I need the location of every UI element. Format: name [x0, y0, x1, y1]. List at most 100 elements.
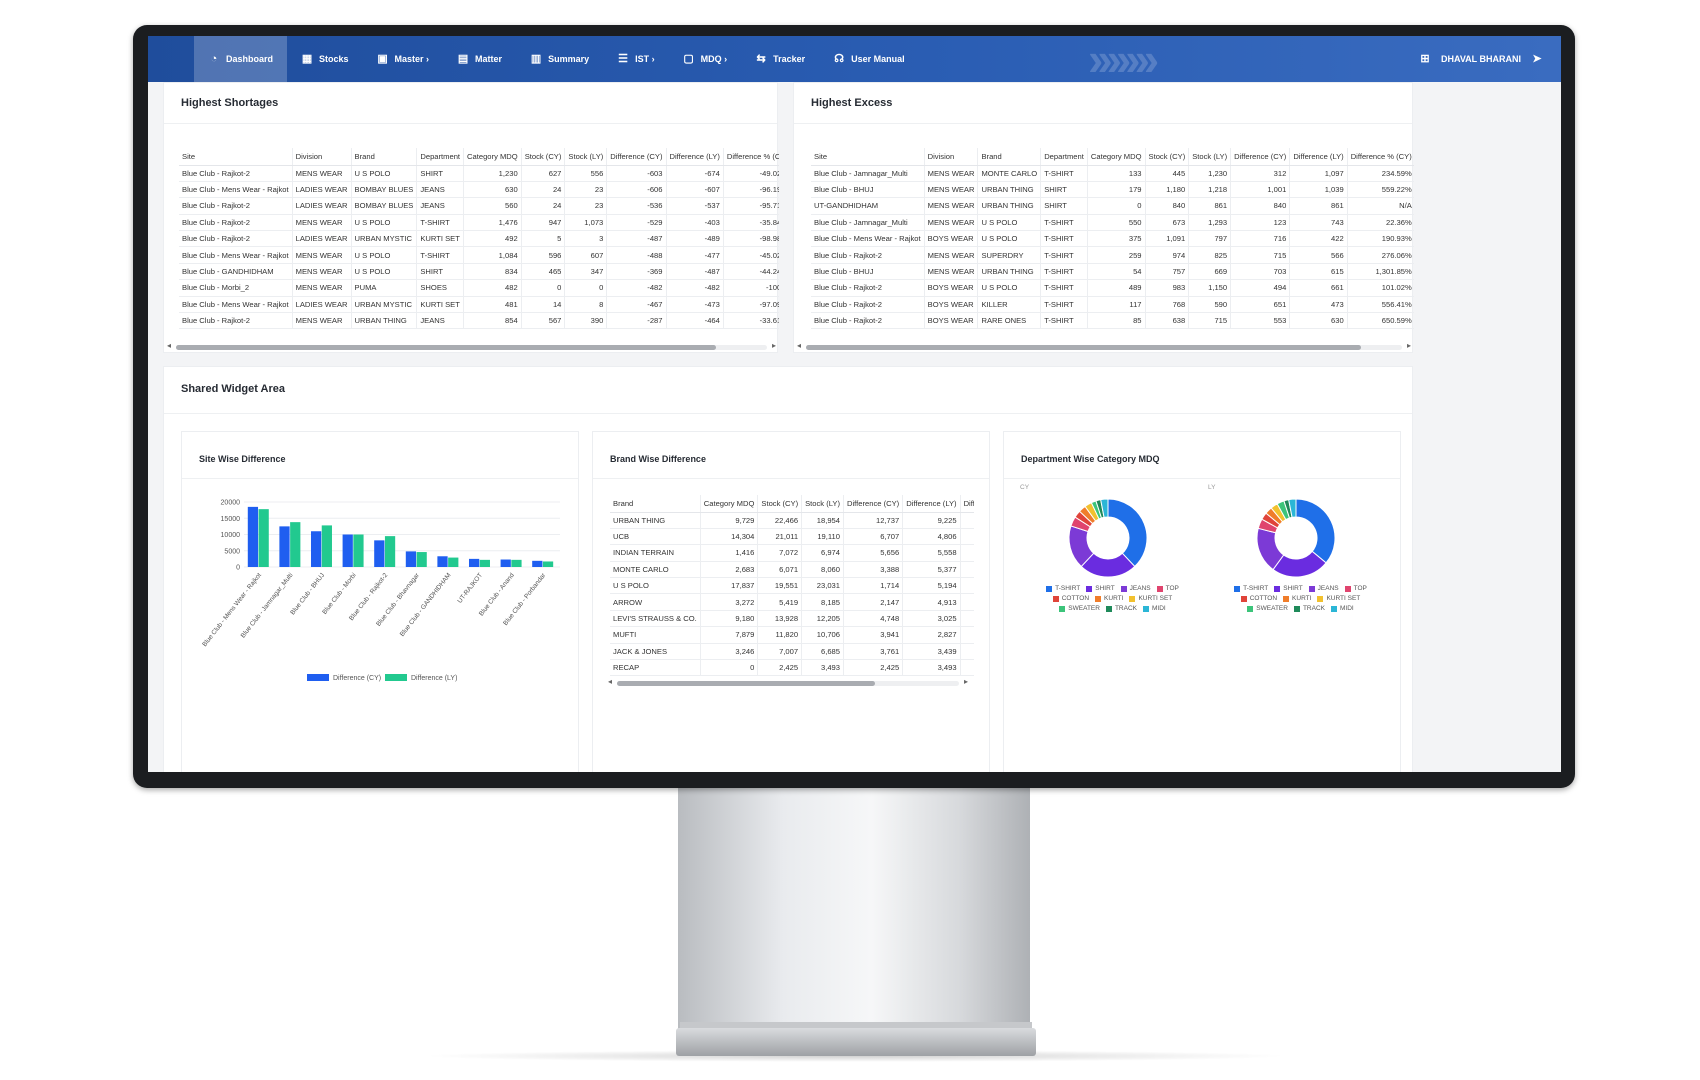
scroll-left-icon[interactable]: ◂ — [608, 677, 613, 686]
column-header[interactable]: Category MDQ — [1087, 148, 1146, 166]
legend-item[interactable]: SWEATER — [1059, 605, 1100, 612]
send-icon[interactable]: ➤ — [1532, 52, 1542, 65]
table-row[interactable]: Blue Club - Jamnagar_Multi MENS WEAR MONTE… — [811, 165, 1414, 182]
bar-cy[interactable] — [437, 556, 448, 567]
table-row[interactable]: Blue Club - Morbi_2 MENS WEAR PUMA SHOES 482… — [179, 279, 779, 297]
table-row[interactable]: Blue Club - Mens Wear - Rajkot LADIES WEA… — [179, 181, 779, 199]
scroll-thumb[interactable] — [176, 345, 716, 350]
table-row[interactable]: MONTE CARLO 2,683 6,071 8,060 3,388 5,377 — [610, 561, 974, 579]
column-header[interactable]: Department — [1040, 148, 1088, 166]
nav-item-master[interactable]: ▣ Master › — [363, 36, 444, 82]
legend-item[interactable]: KURTI SET — [1317, 595, 1360, 602]
nav-item-ist[interactable]: ☰ IST › — [603, 36, 669, 82]
bar-cy[interactable] — [500, 559, 511, 567]
nav-item-stocks[interactable]: ▦ Stocks — [287, 36, 363, 82]
nav-item-matter[interactable]: ▤ Matter — [443, 36, 516, 82]
brand-scrollbar[interactable]: ◂ ▸ — [605, 677, 971, 689]
table-row[interactable]: RECAP 0 2,425 3,493 2,425 3,493 — [610, 659, 974, 677]
pie-slice[interactable] — [1107, 498, 1148, 568]
nav-item-tracker[interactable]: ⇆ Tracker — [741, 36, 819, 82]
column-header[interactable]: Difference (CY) — [843, 495, 904, 513]
legend-item[interactable]: SHIRT — [1274, 585, 1303, 592]
table-row[interactable]: UCB 14,304 21,011 19,110 6,707 4,806 — [610, 528, 974, 546]
column-header[interactable]: Differ — [960, 495, 974, 513]
column-header[interactable]: Category MDQ — [463, 148, 522, 166]
pie-slice[interactable] — [1295, 498, 1336, 564]
table-row[interactable]: Blue Club - Rajkot-2 MENS WEAR SUPERDRY T-S… — [811, 246, 1414, 264]
column-header[interactable]: Difference % (CY) — [1347, 148, 1414, 166]
legend-item[interactable]: TRACK — [1293, 605, 1325, 612]
column-header[interactable]: Site — [179, 148, 293, 166]
table-row[interactable]: Blue Club - Mens Wear - Rajkot LADIES WEA… — [179, 296, 779, 314]
legend-item[interactable]: KURTI — [1095, 595, 1123, 602]
nav-item-summary[interactable]: ▥ Summary — [516, 36, 603, 82]
bar-ly[interactable] — [290, 522, 301, 567]
legend-item[interactable]: JEANS — [1308, 585, 1339, 592]
column-header[interactable]: Department — [416, 148, 465, 166]
column-header[interactable]: Stock (CY) — [521, 148, 566, 166]
nav-item-user-manual[interactable]: ☊ User Manual — [819, 36, 919, 82]
column-header[interactable]: Stock (LY) — [1188, 148, 1232, 166]
bar-ly[interactable] — [353, 534, 364, 568]
column-header[interactable]: Brand — [977, 148, 1042, 166]
column-header[interactable]: Difference (LY) — [902, 495, 961, 513]
legend-item[interactable]: SWEATER — [1247, 605, 1288, 612]
table-row[interactable]: Blue Club - Rajkot-2 MENS WEAR URBAN THING… — [179, 312, 779, 330]
column-header[interactable]: Difference (CY) — [1230, 148, 1291, 166]
pie-slice[interactable] — [1288, 498, 1297, 518]
table-row[interactable]: ARROW 3,272 5,419 8,185 2,147 4,913 — [610, 593, 974, 611]
legend-item[interactable]: KURTI — [1283, 595, 1311, 602]
table-row[interactable]: Blue Club - Rajkot-2 LADIES WEAR URBAN MYS… — [179, 230, 779, 248]
bar-cy[interactable] — [279, 526, 290, 567]
scroll-right-icon[interactable]: ▸ — [771, 341, 776, 350]
bar-ly[interactable] — [479, 559, 490, 567]
bar-ly[interactable] — [258, 509, 269, 567]
table-row[interactable]: INDIAN TERRAIN 1,416 7,072 6,974 5,656 5,558 — [610, 544, 974, 562]
bar-cy[interactable] — [342, 534, 353, 568]
table-row[interactable]: Blue Club - Rajkot-2 BOYS WEAR RARE ONES T-… — [811, 312, 1414, 330]
table-row[interactable]: Blue Club - Rajkot-2 MENS WEAR U S POLO T-S… — [179, 214, 779, 232]
shortages-scrollbar[interactable]: ◂ ▸ — [164, 341, 779, 353]
table-row[interactable]: Blue Club - Rajkot-2 BOYS WEAR KILLER T-SHI… — [811, 296, 1414, 314]
pie-slice[interactable] — [1100, 498, 1109, 518]
scroll-left-icon[interactable]: ◂ — [167, 341, 172, 350]
scroll-thumb[interactable] — [617, 681, 875, 686]
excess-scrollbar[interactable]: ◂ ▸ — [794, 341, 1414, 353]
bar-ly[interactable] — [384, 536, 396, 567]
legend-item[interactable]: TOP — [1156, 585, 1179, 592]
apps-grid-icon[interactable]: ⊞ — [1420, 52, 1430, 65]
legend-item[interactable]: T-SHIRT — [1234, 585, 1268, 592]
legend-item[interactable]: COTTON — [1052, 595, 1089, 602]
bar-cy[interactable] — [468, 558, 480, 567]
legend-label[interactable]: Difference (LY) — [411, 675, 457, 682]
legend-item[interactable]: SHIRT — [1086, 585, 1115, 592]
scroll-right-icon[interactable]: ▸ — [963, 677, 968, 686]
table-row[interactable]: Blue Club - Rajkot-2 LADIES WEAR BOMBAY BL… — [179, 197, 779, 215]
bar-cy[interactable] — [532, 560, 543, 567]
scroll-thumb[interactable] — [806, 345, 1361, 350]
column-header[interactable]: Brand — [610, 495, 701, 513]
user-name[interactable]: DHAVAL BHARANI — [1441, 54, 1521, 64]
bar-cy[interactable] — [310, 531, 322, 567]
column-header[interactable]: Difference (CY) — [606, 148, 667, 166]
column-header[interactable]: Stock (CY) — [757, 495, 803, 513]
column-header[interactable]: Stock (LY) — [564, 148, 608, 166]
legend-item[interactable]: T-SHIRT — [1046, 585, 1080, 592]
legend-label[interactable]: Difference (CY) — [333, 675, 381, 682]
bar-cy[interactable] — [247, 506, 259, 567]
table-row[interactable]: Blue Club - BHUJ MENS WEAR URBAN THING T-SH… — [811, 263, 1414, 281]
table-row[interactable]: Blue Club - BHUJ MENS WEAR URBAN THING SHIR… — [811, 181, 1414, 199]
legend-item[interactable]: COTTON — [1240, 595, 1277, 602]
table-row[interactable]: URBAN THING 9,729 22,466 18,954 12,737 9,225 — [610, 512, 974, 529]
column-header[interactable]: Brand — [351, 148, 418, 166]
column-header[interactable]: Difference (LY) — [1289, 148, 1348, 166]
table-row[interactable]: JACK & JONES 3,246 7,007 6,685 3,761 3,439 — [610, 643, 974, 661]
column-header[interactable]: Difference % (CY) — [723, 148, 779, 166]
bar-ly[interactable] — [542, 561, 554, 567]
bar-ly[interactable] — [511, 559, 522, 567]
column-header[interactable]: Category MDQ — [700, 495, 759, 513]
table-row[interactable]: Blue Club - Mens Wear - Rajkot MENS WEAR U… — [179, 246, 779, 264]
table-row[interactable]: Blue Club - GANDHIDHAM MENS WEAR U S POLO S… — [179, 263, 779, 281]
legend-item[interactable]: MIDI — [1330, 605, 1354, 612]
column-header[interactable]: Division — [924, 148, 979, 166]
